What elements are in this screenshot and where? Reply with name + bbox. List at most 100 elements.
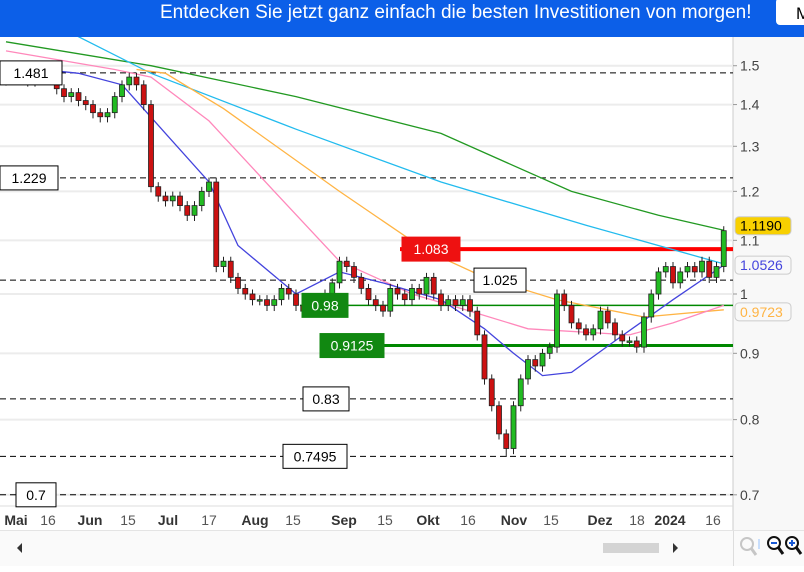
candle-down bbox=[481, 334, 488, 380]
candle-up bbox=[677, 271, 684, 284]
candle-down bbox=[358, 276, 365, 289]
x-tick-label: Okt bbox=[416, 512, 440, 528]
candle-up bbox=[445, 299, 452, 306]
candle-up bbox=[256, 299, 263, 302]
scroll-thumb[interactable] bbox=[603, 543, 659, 553]
candle-up bbox=[597, 310, 604, 330]
price-tag-label: 0.9723 bbox=[740, 304, 783, 320]
level-label-box bbox=[401, 236, 461, 262]
price-tag bbox=[734, 302, 792, 322]
candle-up bbox=[126, 76, 133, 86]
candle-down bbox=[619, 334, 626, 342]
scroll-right-icon[interactable] bbox=[673, 543, 678, 553]
candle-up bbox=[198, 190, 205, 207]
candle-down bbox=[612, 322, 618, 336]
candle-down bbox=[575, 322, 582, 330]
promo-banner[interactable]: Entdecken Sie jetzt ganz einfach die bes… bbox=[0, 0, 804, 37]
level-label: 1.229 bbox=[11, 170, 46, 186]
candle-down bbox=[670, 266, 676, 284]
zoom-out-icon[interactable] bbox=[767, 536, 785, 555]
candle-down bbox=[372, 299, 379, 306]
candle-down bbox=[162, 195, 169, 202]
y-tick-label: 1 bbox=[740, 286, 748, 302]
candle-up bbox=[278, 287, 285, 301]
candle-up bbox=[641, 316, 647, 348]
price-tag-label: 1.1190 bbox=[740, 218, 782, 234]
candle-up bbox=[662, 266, 669, 273]
candle-up bbox=[720, 230, 727, 267]
candle-up bbox=[169, 195, 176, 202]
candle-down bbox=[401, 293, 408, 301]
candle-up bbox=[336, 260, 343, 284]
candle-up bbox=[554, 293, 560, 348]
candle-down bbox=[452, 299, 459, 306]
candle-down bbox=[365, 287, 372, 301]
candle-up bbox=[648, 293, 655, 318]
candle-down bbox=[184, 205, 191, 216]
candle-up bbox=[191, 205, 198, 216]
level-label: 1.481 bbox=[13, 65, 48, 81]
level-label-box bbox=[15, 482, 57, 508]
level-label-box bbox=[301, 292, 349, 318]
candle-down bbox=[293, 293, 299, 306]
promo-text: Entdecken Sie jetzt ganz einfach die bes… bbox=[160, 2, 752, 23]
candle-down bbox=[235, 276, 241, 289]
candle-up bbox=[423, 276, 430, 295]
candle-down bbox=[264, 299, 270, 306]
price-chart[interactable]: 1.481 1.229 1.083 1.025 0.98 0.9125 0.83 0.7495… bbox=[0, 37, 804, 530]
banner-button[interactable]: M bbox=[776, 0, 804, 25]
candle-down bbox=[583, 328, 589, 336]
candle-down bbox=[438, 293, 444, 306]
candle-up bbox=[713, 266, 720, 278]
x-tick-label: Mai bbox=[4, 512, 27, 528]
zoom-in-icon[interactable] bbox=[785, 536, 803, 555]
level-label: 0.98 bbox=[311, 297, 338, 313]
x-tick-label: Dez bbox=[588, 512, 613, 528]
x-tick-label: 16 bbox=[705, 512, 721, 528]
candle-up bbox=[525, 359, 531, 380]
moving-average-green bbox=[5, 41, 724, 231]
level-label-box bbox=[473, 267, 527, 293]
x-tick-label: 15 bbox=[120, 512, 136, 528]
candle-down bbox=[351, 266, 357, 278]
candle-down bbox=[285, 287, 292, 295]
candle-down bbox=[532, 359, 539, 367]
candle-up bbox=[220, 260, 227, 267]
candle-down bbox=[213, 181, 220, 267]
candle-down bbox=[496, 405, 502, 435]
zoom-reset-icon[interactable] bbox=[740, 537, 760, 556]
x-tick-label: Jun bbox=[78, 512, 103, 528]
candle-up bbox=[590, 328, 597, 336]
price-tag-label: 1.0526 bbox=[740, 257, 783, 273]
candle-down bbox=[706, 260, 713, 278]
candle-up bbox=[206, 181, 212, 192]
candle-up bbox=[329, 282, 336, 295]
candle-up bbox=[387, 287, 394, 312]
candle-up bbox=[68, 92, 75, 97]
candle-up bbox=[459, 299, 466, 306]
level-label-box bbox=[0, 60, 63, 86]
candle-down bbox=[75, 92, 82, 101]
level-label-box bbox=[282, 443, 348, 469]
x-tick-label: Aug bbox=[241, 512, 268, 528]
chart-scrollbar[interactable] bbox=[0, 530, 733, 566]
x-tick-label: 17 bbox=[201, 512, 217, 528]
candle-down bbox=[474, 310, 481, 336]
candle-up bbox=[271, 299, 278, 306]
y-tick-label: 1.4 bbox=[740, 97, 760, 113]
zoom-toolbar bbox=[733, 530, 804, 566]
candle-down bbox=[568, 304, 575, 324]
y-tick-label: 1.3 bbox=[740, 138, 760, 154]
y-tick-label: 0.7 bbox=[740, 487, 760, 503]
y-tick-label: 0.9 bbox=[740, 345, 760, 361]
scroll-left-icon[interactable] bbox=[17, 543, 22, 553]
level-label-box bbox=[0, 165, 59, 191]
price-tag bbox=[734, 216, 792, 236]
candle-down bbox=[416, 287, 423, 295]
level-label-box bbox=[319, 333, 385, 359]
candle-down bbox=[503, 433, 510, 449]
candle-down bbox=[249, 293, 256, 301]
candle-down bbox=[97, 112, 104, 118]
candle-down bbox=[691, 266, 698, 273]
x-tick-label: 15 bbox=[285, 512, 301, 528]
